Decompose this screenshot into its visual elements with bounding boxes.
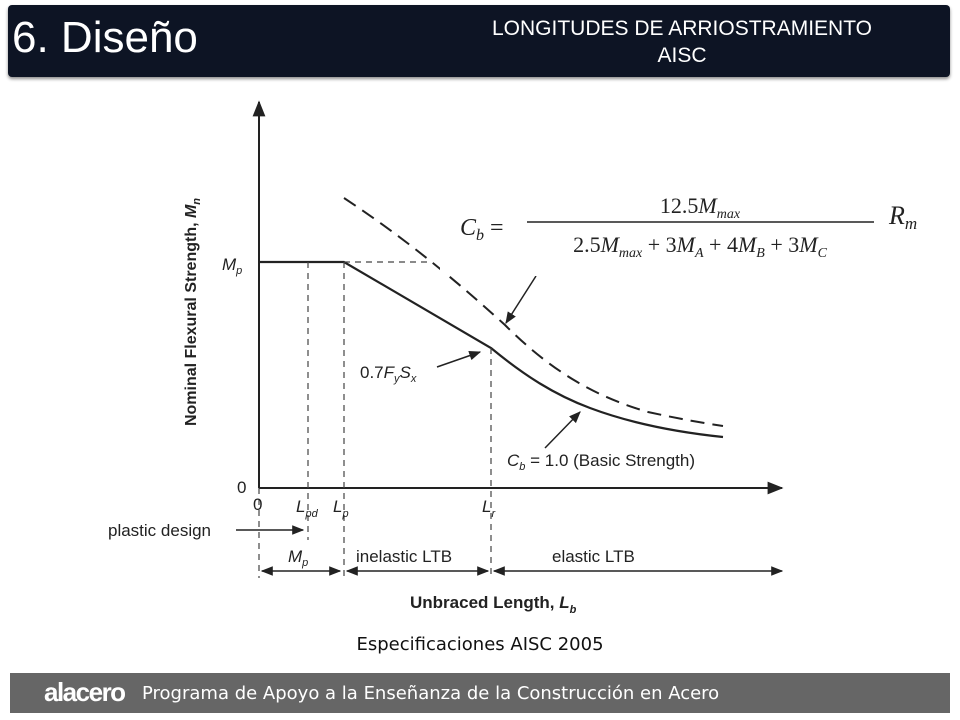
y-tick-zero: 0: [237, 478, 246, 497]
zone-elastic-label: elastic LTB: [552, 547, 635, 566]
alacero-logo: alacero: [44, 677, 126, 707]
formula-box: [440, 172, 810, 276]
footer-bar: alacero Programa de Apoyo a la Enseñanza…: [10, 673, 950, 713]
x-axis-label: Unbraced Length, Lb: [410, 593, 577, 616]
slide-header: 6. Diseño LONGITUDES DE ARRIOSTRAMIENTO …: [8, 5, 950, 77]
cb-modified-curve: [343, 197, 724, 427]
subtitle-line-2: AISC: [657, 44, 707, 67]
x-tick-lp: Lp: [333, 497, 349, 520]
x-tick-zero: 0: [253, 495, 262, 514]
footer-text: Programa de Apoyo a la Enseñanza de la C…: [142, 683, 720, 704]
annotation-cb-arrow: [544, 411, 581, 449]
zone-mp-label: Mp: [288, 547, 308, 569]
annotation-cb-basic: Cb = 1.0 (Basic Strength): [507, 451, 695, 473]
x-tick-lpd: Lpd: [296, 497, 319, 520]
formula-lhs: Cb =: [460, 215, 504, 244]
y-axis-label: Nominal Flexural Strength, Mn: [183, 198, 203, 426]
slide-title: 6. Diseño: [12, 13, 198, 62]
annotation-07fysx: 0.7FySx: [360, 363, 417, 385]
formula-arrow: [505, 275, 537, 325]
figure-caption: Especificaciones AISC 2005: [356, 634, 604, 655]
zone-plastic-design: plastic design: [108, 521, 211, 540]
annotation-07-arrow: [436, 351, 482, 368]
subtitle-line-1: LONGITUDES DE ARRIOSTRAMIENTO: [492, 17, 872, 40]
x-tick-lr: Lr: [482, 497, 496, 520]
basic-strength-curve: [259, 260, 724, 439]
flexural-strength-diagram: Nominal Flexural Strength, Mn Mp 0 0 Lpd…: [108, 100, 917, 616]
slide-subtitle: LONGITUDES DE ARRIOSTRAMIENTO AISC: [422, 15, 942, 69]
zone-inelastic-label: inelastic LTB: [356, 547, 452, 566]
y-tick-mp: Mp: [222, 255, 242, 277]
formula-rm: Rm: [888, 201, 917, 233]
